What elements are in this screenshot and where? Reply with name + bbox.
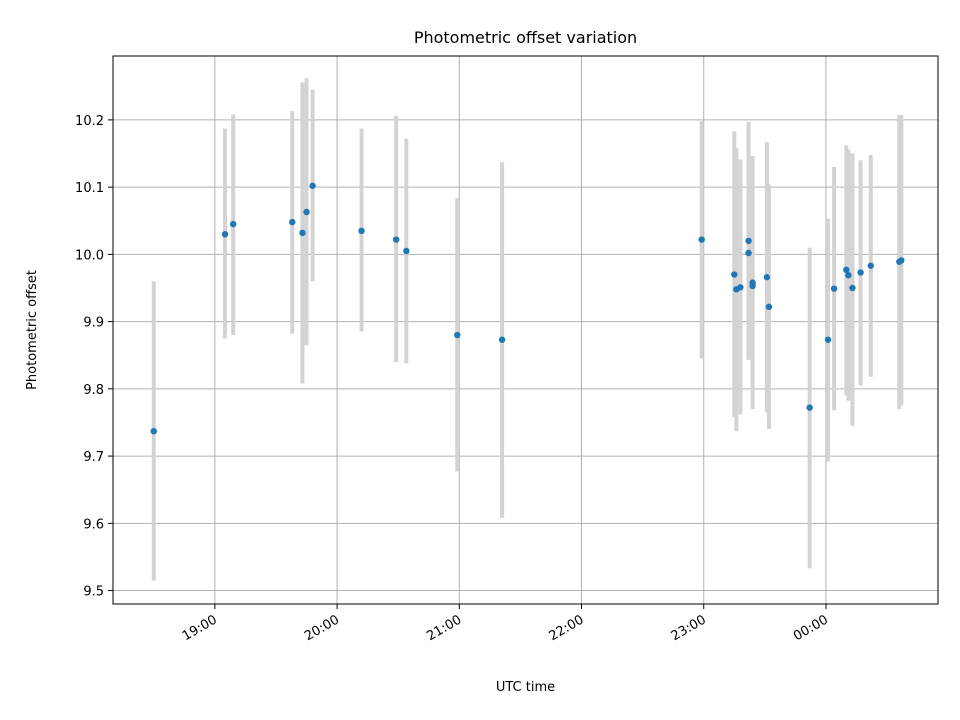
y-axis-label: Photometric offset bbox=[25, 270, 40, 390]
data-point bbox=[830, 285, 838, 292]
y-tick-label: 9.5 bbox=[83, 585, 104, 600]
y-tick-label: 9.8 bbox=[83, 383, 104, 398]
data-point bbox=[765, 303, 773, 311]
data-point bbox=[843, 266, 850, 274]
data-point bbox=[857, 269, 864, 276]
data-point bbox=[806, 404, 813, 411]
data-point bbox=[221, 230, 229, 238]
data-point bbox=[498, 336, 506, 343]
point-layer bbox=[150, 182, 905, 435]
y-tick-label: 10.2 bbox=[75, 114, 104, 129]
data-point bbox=[898, 257, 905, 264]
data-point bbox=[299, 229, 306, 237]
y-tick-label: 10.1 bbox=[75, 181, 104, 196]
data-point bbox=[392, 236, 400, 243]
data-point bbox=[849, 284, 856, 292]
data-point bbox=[403, 247, 410, 255]
data-point bbox=[737, 284, 744, 291]
y-tick-label: 10.0 bbox=[75, 248, 104, 263]
data-point bbox=[454, 331, 461, 339]
data-point bbox=[824, 336, 832, 343]
x-axis-label: UTC time bbox=[496, 680, 555, 695]
data-point bbox=[731, 271, 738, 278]
data-point bbox=[698, 236, 705, 243]
data-point bbox=[749, 282, 756, 290]
y-tick-label: 9.7 bbox=[83, 450, 104, 465]
data-point bbox=[745, 249, 752, 257]
data-point bbox=[303, 208, 310, 216]
chart-title: Photometric offset variation bbox=[414, 28, 637, 47]
data-point bbox=[845, 272, 852, 279]
data-point bbox=[309, 182, 316, 189]
data-point bbox=[229, 220, 237, 228]
data-point bbox=[763, 274, 771, 281]
data-point bbox=[745, 237, 752, 245]
y-tick-label: 9.6 bbox=[83, 517, 104, 532]
grid-layer bbox=[113, 56, 938, 604]
data-point bbox=[867, 262, 874, 269]
data-point bbox=[289, 218, 296, 226]
y-tick-label: 9.9 bbox=[83, 316, 104, 331]
data-point bbox=[150, 427, 157, 435]
plot-frame bbox=[112, 55, 939, 605]
data-point bbox=[358, 227, 365, 235]
